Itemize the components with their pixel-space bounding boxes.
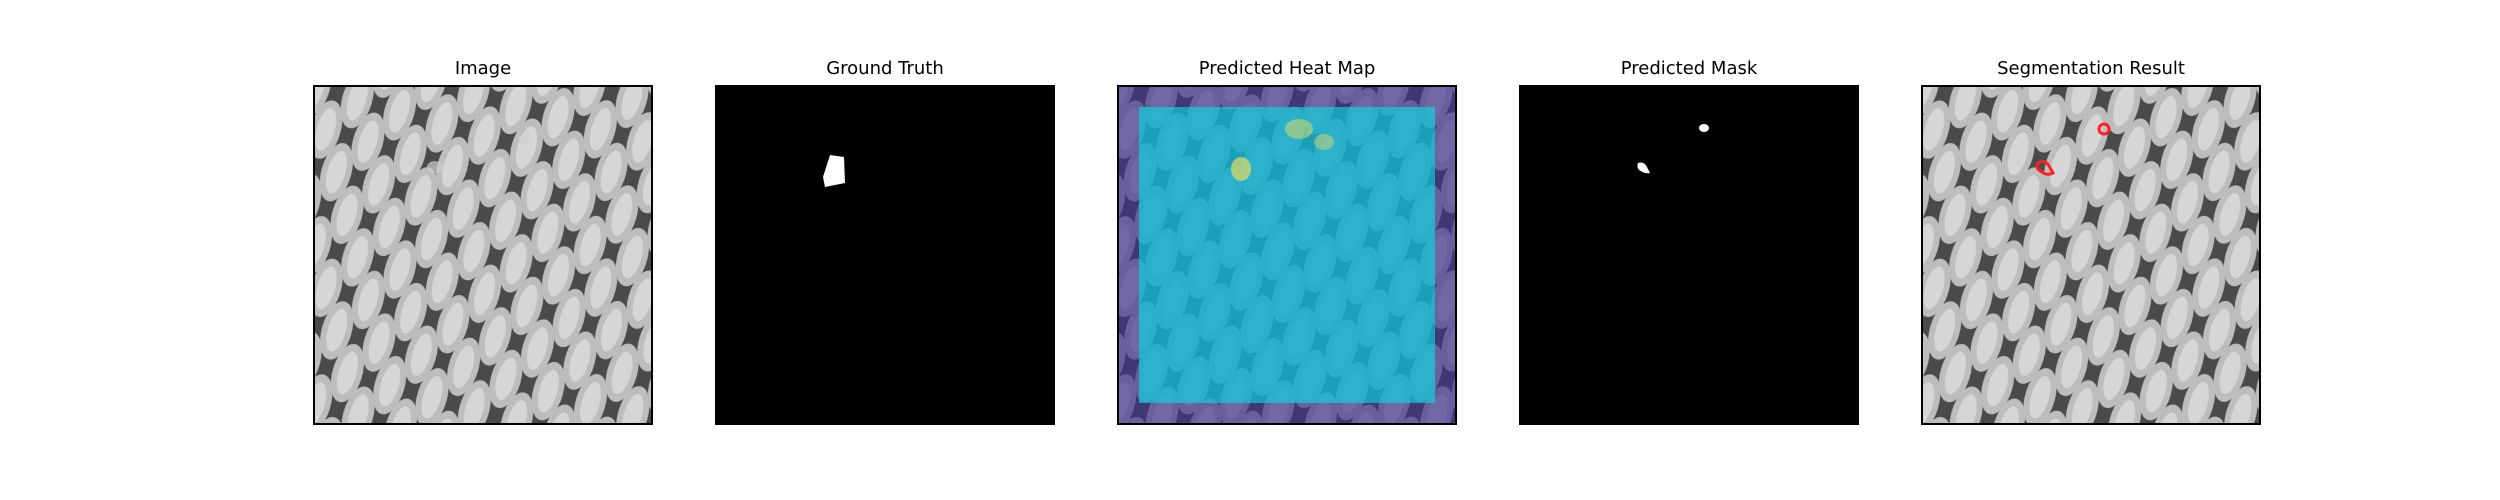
defect-spot — [518, 134, 532, 144]
panel-title-segmentation-result: Segmentation Result — [1997, 58, 2185, 79]
heat-hotspot — [1231, 157, 1251, 181]
predicted-region — [1637, 162, 1650, 174]
defect-spot — [427, 161, 443, 173]
heat-hotspot — [1314, 134, 1334, 150]
segmentation-contour — [2035, 160, 2056, 176]
panel-title-predicted-mask: Predicted Mask — [1620, 58, 1758, 79]
predicted-mask-frame — [1519, 85, 1859, 425]
predicted-region — [1699, 124, 1709, 132]
panel-image: Image — [313, 0, 653, 500]
panel-title-image: Image — [454, 58, 512, 79]
segmentation-contour — [2097, 122, 2111, 136]
segmentation-overlay — [1923, 87, 2259, 423]
heat-hotspot — [1285, 119, 1313, 139]
ground-truth-region — [823, 155, 845, 187]
panel-heat-map: Predicted Heat Map — [1117, 0, 1457, 500]
heat-map-overlay — [1119, 87, 1455, 423]
leather-texture-image — [315, 87, 651, 423]
heat-region-high — [1139, 107, 1435, 403]
predicted-mask — [1521, 87, 1857, 423]
segmentation-frame — [1921, 85, 2261, 425]
panel-segmentation-result: Segmentation Result — [1921, 0, 2261, 500]
ground-truth-frame — [715, 85, 1055, 425]
heat-map-frame — [1117, 85, 1457, 425]
panel-title-ground-truth: Ground Truth — [826, 58, 944, 79]
panel-title-heat-map: Predicted Heat Map — [1198, 58, 1376, 79]
panel-ground-truth: Ground Truth — [715, 0, 1055, 500]
panel-predicted-mask: Predicted Mask — [1519, 0, 1859, 500]
ground-truth-mask — [717, 87, 1053, 423]
image-frame — [313, 85, 653, 425]
